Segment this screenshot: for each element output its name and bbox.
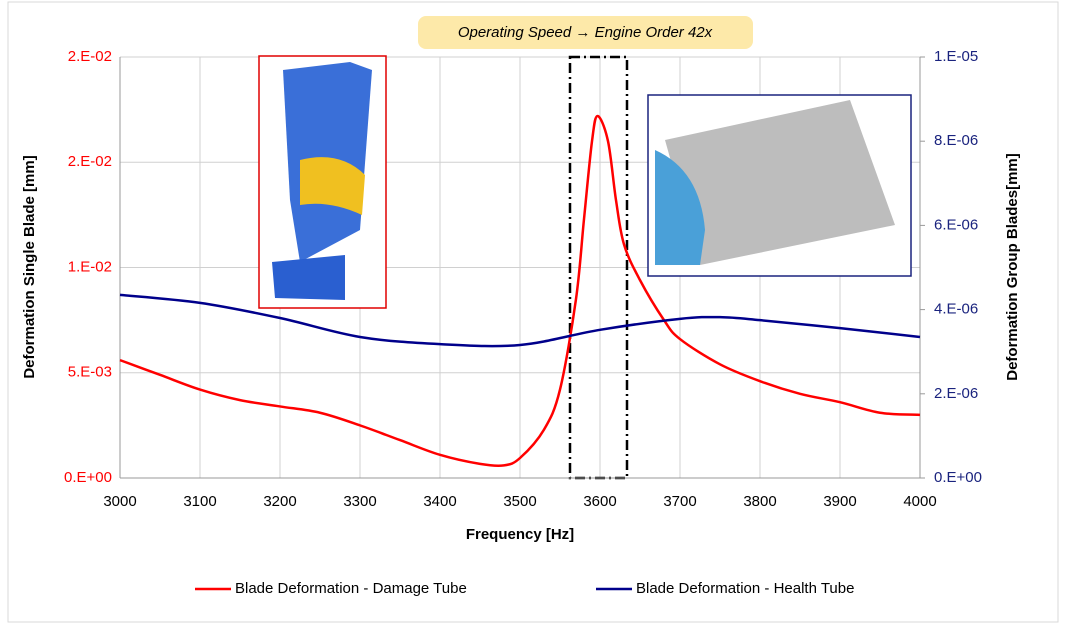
annotation: Operating Speed → Engine Order 42x bbox=[458, 24, 713, 41]
y2-tick-label: 4.E-06 bbox=[934, 301, 978, 318]
x-tick-label: 4000 bbox=[903, 493, 936, 510]
y2-tick-label: 1.E-05 bbox=[934, 48, 978, 65]
y2-tick-label: 0.E+00 bbox=[934, 469, 982, 486]
chart: Operating Speed → Engine Order 42x Frequ… bbox=[0, 0, 1067, 626]
x-tick-label: 3700 bbox=[663, 493, 696, 510]
x-tick-label: 3000 bbox=[103, 493, 136, 510]
x-tick-label: 3800 bbox=[743, 493, 776, 510]
x-tick-label: 3400 bbox=[423, 493, 456, 510]
legend-label: Blade Deformation - Damage Tube bbox=[235, 580, 467, 597]
y2-tick-label: 2.E-06 bbox=[934, 385, 978, 402]
y-axis-title: Deformation Single Blade [mm] bbox=[21, 155, 38, 378]
y2-tick-label: 8.E-06 bbox=[934, 132, 978, 149]
y-tick-label: 2.E-02 bbox=[68, 48, 112, 65]
x-axis-title: Frequency [Hz] bbox=[466, 526, 574, 543]
x-tick-label: 3900 bbox=[823, 493, 856, 510]
x-tick-label: 3300 bbox=[343, 493, 376, 510]
legend-label: Blade Deformation - Health Tube bbox=[636, 580, 854, 597]
y2-axis-title: Deformation Group Blades[mm] bbox=[1004, 153, 1021, 381]
x-tick-label: 3200 bbox=[263, 493, 296, 510]
y2-tick-label: 6.E-06 bbox=[934, 216, 978, 233]
y-tick-label: 0.E+00 bbox=[64, 469, 112, 486]
y-tick-label: 2.E-02 bbox=[68, 153, 112, 170]
x-tick-label: 3500 bbox=[503, 493, 536, 510]
y-tick-label: 5.E-03 bbox=[68, 364, 112, 381]
x-tick-label: 3600 bbox=[583, 493, 616, 510]
y-tick-label: 1.E-02 bbox=[68, 258, 112, 275]
blade-root bbox=[272, 255, 345, 300]
x-tick-label: 3100 bbox=[183, 493, 216, 510]
